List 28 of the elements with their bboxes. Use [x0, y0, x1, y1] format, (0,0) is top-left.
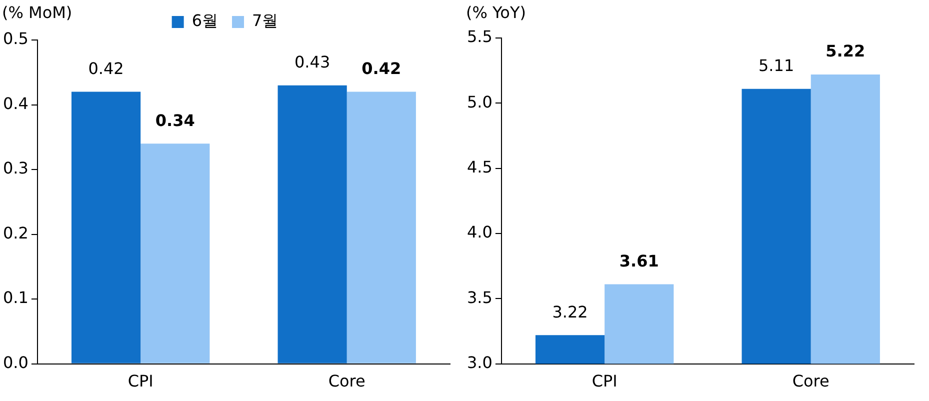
y-tick-label: 4.0 [466, 222, 492, 242]
data-label: 0.42 [88, 58, 124, 78]
x-tick-label: Core [792, 372, 830, 391]
y-tick-label: 0.2 [2, 223, 28, 242]
data-label: 5.11 [758, 56, 794, 75]
data-label: 3.22 [552, 302, 588, 322]
y-tick-label: 0.3 [2, 158, 28, 178]
legend-label: 6월 [192, 11, 218, 30]
data-label: 3.61 [619, 251, 659, 270]
y-tick-label: 5.5 [466, 27, 492, 46]
x-tick-label: Core [328, 372, 366, 391]
data-label: 5.22 [826, 42, 866, 61]
y-tick-label: 0.4 [2, 94, 28, 113]
y-tick-label: 4.5 [466, 157, 492, 176]
x-tick-label: CPI [592, 372, 618, 391]
y-tick-label: 0.1 [2, 288, 28, 308]
y-tick-label: 3.0 [466, 352, 492, 372]
y-tick-label: 0.0 [2, 352, 28, 372]
y-tick-label: 5.0 [466, 92, 492, 112]
y-tick-label: 3.5 [466, 288, 492, 307]
data-label: 0.43 [294, 52, 330, 72]
legend-label: 7월 [252, 11, 278, 30]
x-tick-label: CPI [128, 372, 154, 391]
y-axis-title: (% MoM) [2, 3, 72, 22]
data-label: 0.34 [155, 110, 195, 130]
data-label: 0.42 [362, 58, 402, 78]
y-tick-label: 0.5 [2, 29, 28, 48]
y-axis-title: (% YoY) [466, 3, 526, 22]
